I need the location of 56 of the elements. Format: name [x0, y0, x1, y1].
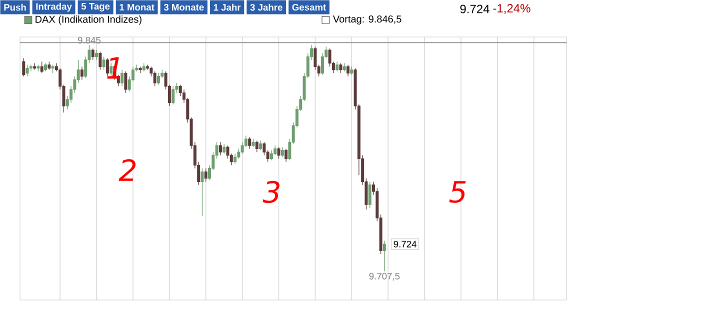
candlestick [48, 61, 51, 70]
candlestick [26, 64, 29, 77]
candlestick [259, 140, 262, 151]
text: -1,24% [493, 4, 530, 14]
candlestick [368, 181, 372, 208]
candlestick [51, 64, 54, 74]
text: Push [4, 4, 26, 11]
candlestick [98, 51, 102, 70]
text: Gesamt [292, 4, 326, 11]
candlestick [252, 138, 255, 148]
candlestick [95, 50, 98, 60]
text: 3 Jahre [250, 4, 282, 11]
candlestick [22, 58, 26, 77]
candlestick [138, 66, 142, 74]
text: Vortag: 9.846,5 [332, 15, 402, 25]
text: Intraday [36, 2, 72, 12]
text: 1 Monat [120, 4, 154, 11]
candlestick [350, 66, 354, 76]
candlestick [339, 62, 342, 74]
candlestick [270, 150, 273, 161]
text: 9.724 [394, 240, 416, 248]
candlestick [274, 145, 277, 156]
candlestick [142, 62, 146, 72]
candlestick [280, 146, 284, 158]
candlestick [91, 48, 94, 60]
candlestick [255, 140, 258, 152]
candlestick [346, 64, 350, 77]
candlestick [36, 64, 40, 72]
text: 1 Jahr [214, 4, 241, 11]
text: 9.724 [460, 4, 490, 14]
candlestick [382, 240, 386, 272]
candlestick [172, 86, 175, 105]
candlestick [284, 148, 288, 162]
text: 5 Tage [81, 3, 110, 12]
candlestick [342, 62, 346, 72]
candlestick [156, 72, 160, 86]
candlestick [204, 168, 208, 182]
legend-label: DAX (Indikation Indizes) [36, 15, 142, 25]
candlestick [44, 62, 48, 72]
candlestick [336, 61, 339, 72]
candlestick [124, 71, 128, 94]
candlestick [80, 66, 84, 80]
candlestick [248, 136, 252, 150]
candlestick [40, 61, 44, 74]
candlestick [218, 142, 222, 156]
text: 9.707,5 [369, 272, 400, 281]
candlestick [102, 56, 106, 70]
text: 5 [449, 181, 466, 203]
candlestick [222, 143, 226, 154]
text: 3 Monate [164, 4, 204, 11]
annotation: 2 [118, 159, 136, 181]
candlestick [33, 62, 36, 70]
candlestick [120, 69, 124, 87]
candlestick [200, 168, 204, 216]
candlestick [277, 146, 280, 159]
annotation: 3 [262, 180, 280, 204]
